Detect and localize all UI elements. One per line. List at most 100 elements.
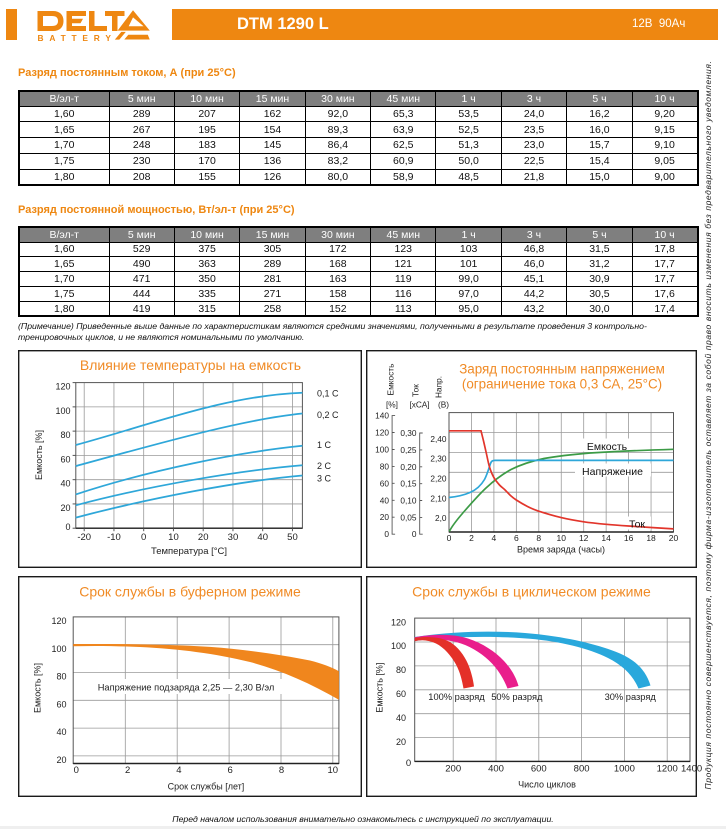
svg-text:Емкость: Емкость [587,441,628,453]
svg-text:6: 6 [228,765,233,776]
svg-text:Емкость [%]: Емкость [%] [375,663,385,713]
svg-text:2: 2 [125,765,130,776]
svg-text:8: 8 [279,765,284,776]
svg-text:20: 20 [396,737,406,747]
svg-text:0,25: 0,25 [400,445,417,455]
svg-text:Влияние температуры на емкость: Влияние температуры на емкость [80,357,301,373]
svg-text:10: 10 [557,533,567,543]
svg-text:40: 40 [60,479,70,489]
svg-text:0: 0 [447,533,452,543]
svg-text:0,05: 0,05 [400,512,417,522]
svg-text:0: 0 [141,532,146,543]
svg-text:Напр.: Напр. [434,376,444,398]
svg-text:[хСА]: [хСА] [409,400,429,410]
svg-text:8: 8 [536,533,541,543]
svg-text:40: 40 [380,495,390,505]
svg-text:1 C: 1 C [317,440,332,450]
svg-text:100% разряд: 100% разряд [428,692,485,702]
svg-text:4: 4 [176,765,181,776]
svg-text:2,40: 2,40 [430,434,447,444]
svg-text:Срок службы в буферном режиме: Срок службы в буферном режиме [79,584,301,600]
svg-text:600: 600 [531,764,547,775]
svg-text:1400: 1400 [681,764,702,775]
svg-text:100: 100 [391,641,406,651]
svg-text:30: 30 [228,532,239,543]
svg-text:50: 50 [287,532,298,543]
svg-text:Время заряда (часы): Время заряда (часы) [517,545,605,555]
svg-text:20: 20 [380,512,390,522]
svg-text:0,20: 0,20 [400,462,417,472]
svg-text:0,2 C: 0,2 C [317,410,339,420]
svg-text:12: 12 [579,533,589,543]
svg-text:20: 20 [669,533,679,543]
svg-text:80: 80 [396,665,406,675]
svg-text:14: 14 [601,533,611,543]
svg-text:Напряжение: Напряжение [582,466,643,478]
svg-text:800: 800 [574,764,590,775]
svg-text:80: 80 [380,461,390,471]
svg-text:2,20: 2,20 [430,473,447,483]
svg-text:20: 20 [198,532,209,543]
svg-text:1000: 1000 [614,764,635,775]
svg-text:3 C: 3 C [317,474,332,484]
svg-text:BATTERY: BATTERY [38,33,117,43]
svg-text:60: 60 [380,478,390,488]
svg-text:80: 80 [56,672,66,682]
svg-text:Ток: Ток [629,519,645,531]
svg-text:2,0: 2,0 [435,513,447,523]
svg-text:2: 2 [469,533,474,543]
svg-text:400: 400 [488,764,504,775]
svg-text:4: 4 [492,533,497,543]
svg-text:140: 140 [375,411,389,421]
svg-text:100: 100 [51,644,66,654]
svg-text:-20: -20 [77,532,91,543]
svg-text:(В): (В) [438,400,449,410]
svg-text:10: 10 [168,532,179,543]
svg-text:60: 60 [60,454,70,464]
svg-text:100: 100 [55,406,70,416]
svg-text:2 C: 2 C [317,461,332,471]
svg-text:120: 120 [375,428,389,438]
svg-text:Емкость [%]: Емкость [%] [34,430,44,480]
svg-text:2,10: 2,10 [430,493,447,503]
svg-text:120: 120 [51,616,66,626]
svg-text:0: 0 [65,522,70,532]
svg-text:40: 40 [257,532,268,543]
svg-text:20: 20 [56,755,66,765]
svg-text:0: 0 [412,529,417,539]
svg-text:40: 40 [396,713,406,723]
svg-text:1200: 1200 [657,764,678,775]
svg-text:Срок службы в циклическом режи: Срок службы в циклическом режиме [412,584,651,600]
svg-text:-10: -10 [107,532,121,543]
svg-text:0,15: 0,15 [400,479,417,489]
svg-text:Емкость: Емкость [386,364,396,396]
svg-text:Число циклов: Число циклов [518,780,576,790]
svg-text:200: 200 [445,764,461,775]
svg-text:120: 120 [391,617,406,627]
svg-text:0,30: 0,30 [400,428,417,438]
svg-text:10: 10 [328,765,339,776]
svg-text:6: 6 [514,533,519,543]
svg-text:100: 100 [375,445,389,455]
svg-text:Срок службы [лет]: Срок службы [лет] [168,782,245,792]
svg-text:0: 0 [406,758,411,769]
svg-text:50% разряд: 50% разряд [491,692,543,702]
svg-text:Напряжение подзаряда 2,25 — 2,: Напряжение подзаряда 2,25 — 2,30 В/эл [98,682,275,692]
svg-text:[%]: [%] [386,400,398,410]
svg-text:20: 20 [60,503,70,513]
svg-text:40: 40 [56,727,66,737]
svg-text:0: 0 [384,529,389,539]
svg-text:Емкость [%]: Емкость [%] [33,663,43,713]
svg-text:Температура [°C]: Температура [°C] [151,546,227,557]
svg-text:0,1 C: 0,1 C [317,389,339,399]
svg-text:(ограничение тока 0,3 СА, 25°С: (ограничение тока 0,3 СА, 25°С) [462,377,662,392]
svg-text:30% разряд: 30% разряд [605,692,657,702]
svg-text:Ток: Ток [411,384,421,397]
svg-text:0: 0 [74,765,79,776]
svg-text:2,30: 2,30 [430,453,447,463]
svg-text:60: 60 [396,689,406,699]
svg-text:18: 18 [646,533,656,543]
svg-text:60: 60 [56,699,66,709]
svg-text:Заряд постоянным напряжением: Заряд постоянным напряжением [459,362,665,377]
svg-text:120: 120 [55,382,70,392]
